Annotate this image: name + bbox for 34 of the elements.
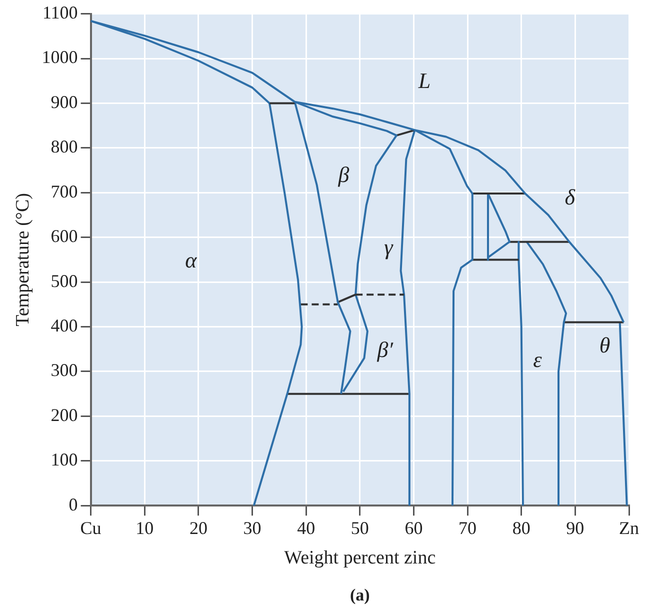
y-tick-label: 300 <box>50 360 78 380</box>
y-tick-label: 0 <box>68 494 78 514</box>
y-tick-label: 1100 <box>42 2 78 23</box>
x-tick-label: Cu <box>80 518 102 538</box>
x-tick-label: 90 <box>566 518 584 538</box>
annotation: β <box>337 162 350 187</box>
y-tick-label: 600 <box>50 226 78 246</box>
text: (a) <box>350 585 370 604</box>
y-tick-label: 100 <box>50 450 78 470</box>
annotation: β′ <box>376 337 394 362</box>
y-tick-label: 1000 <box>42 47 78 68</box>
x-tick-label: 30 <box>243 518 262 538</box>
y-tick-label: 900 <box>50 92 78 112</box>
y-axis-title: Temperature (°C) <box>12 192 34 326</box>
x-tick-label: 60 <box>404 518 423 538</box>
y-tick-label: 400 <box>50 316 78 336</box>
x-tick-label: 50 <box>350 518 369 538</box>
annotation: L <box>417 68 431 93</box>
annotation: θ <box>599 332 610 358</box>
x-tick-label: 80 <box>512 518 530 538</box>
x-tick-label: 20 <box>189 518 208 538</box>
x-tick-label: 70 <box>458 518 477 538</box>
annotation: α <box>185 248 198 273</box>
y-tick-label: 700 <box>50 181 78 202</box>
x-tick-label: 40 <box>297 518 316 538</box>
y-tick-label: 800 <box>50 136 78 157</box>
x-axis-title: Weight percent zinc <box>284 548 436 569</box>
annotation: γ <box>384 234 394 260</box>
y-tick-label: 200 <box>50 404 78 425</box>
y-tick-label: 500 <box>50 270 78 291</box>
annotation: ε <box>533 346 542 372</box>
annotation: δ <box>564 184 576 210</box>
x-tick-label: Zn <box>619 518 639 538</box>
x-tick-label: 10 <box>136 518 154 538</box>
